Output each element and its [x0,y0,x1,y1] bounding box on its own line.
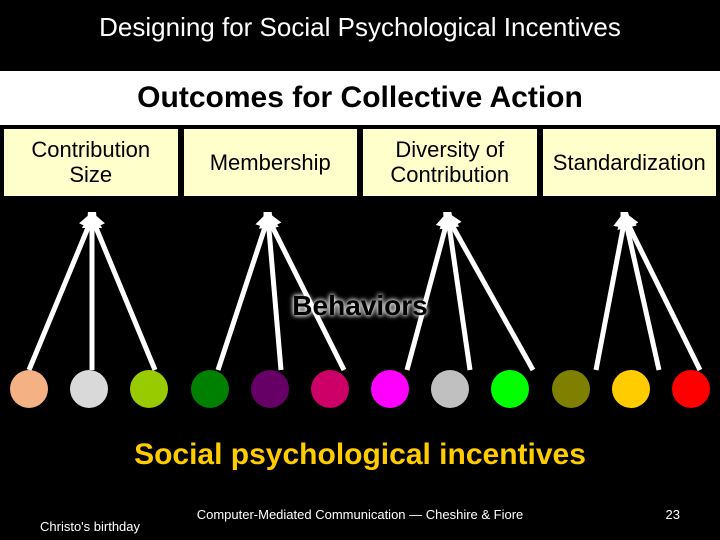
slide-title: Designing for Social Psychological Incen… [0,0,720,43]
outcome-box-standardization: Standardization [543,129,717,196]
dot-11 [672,370,710,408]
arrow-3 [218,218,268,370]
outcome-box-contribution-size: Contribution Size [4,129,178,196]
behaviors-label: Behaviors [292,290,427,322]
dots-row [0,370,720,412]
dot-3 [191,370,229,408]
arrow-9 [596,218,625,370]
dot-2 [130,370,168,408]
footer-left: Christo's birthday [40,520,140,534]
footer-center: Computer-Mediated Communication — Cheshi… [197,507,524,522]
dot-1 [70,370,108,408]
outcome-box-diversity: Diversity of Contribution [363,129,537,196]
arrow-0 [29,218,92,370]
incentives-label: Social psychological incentives [0,438,720,472]
arrow-10 [625,218,659,370]
dot-5 [311,370,349,408]
arrow-2 [92,218,155,370]
footer-right: 23 [666,507,680,522]
outcomes-heading: Outcomes for Collective Action [0,71,720,125]
arrow-11 [625,218,700,370]
dot-7 [431,370,469,408]
dot-6 [371,370,409,408]
dot-10 [612,370,650,408]
dot-9 [552,370,590,408]
dot-4 [251,370,289,408]
dot-8 [491,370,529,408]
dot-0 [10,370,48,408]
outcome-box-membership: Membership [184,129,358,196]
outcome-row: Contribution Size Membership Diversity o… [0,129,720,196]
